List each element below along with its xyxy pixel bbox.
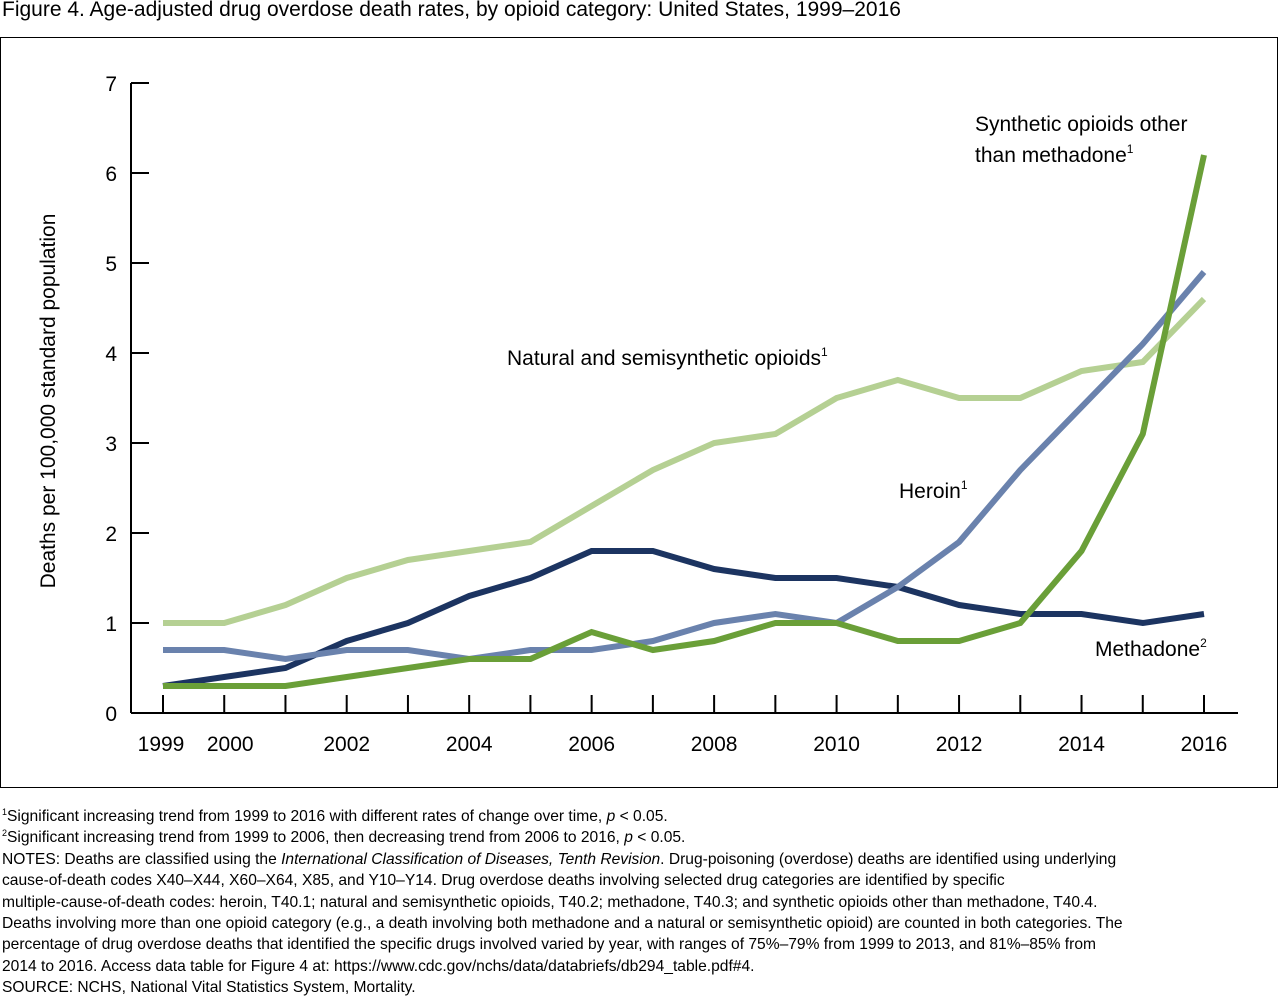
y-tick-label: 3 [105, 433, 117, 456]
y-axis-title: Deaths per 100,000 standard population [37, 214, 60, 589]
series-line-heroin [163, 270, 1207, 663]
y-tick-label: 0 [105, 703, 117, 726]
x-tick-label: 2008 [691, 733, 738, 756]
x-tick-label: 2006 [568, 733, 615, 756]
footnotes: 1Significant increasing trend from 1999 … [2, 806, 1123, 996]
y-tick-label: 6 [105, 163, 117, 186]
figure-title: Figure 4. Age-adjusted drug overdose dea… [2, 0, 901, 21]
chart-frame: 0 1 2 3 4 5 6 7 1999 2000 2002 2004 2006 2008 2010 2012… [0, 37, 1278, 788]
source-line: SOURCE: NCHS, National Vital Statistics … [2, 979, 416, 996]
series-label-natural: Natural and semisynthetic opioids1 [507, 345, 828, 370]
footnote-1: 1Significant increasing trend from 1999 … [2, 807, 668, 825]
x-tick-label: 2016 [1181, 733, 1228, 756]
footnote-2: 2Significant increasing trend from 1999 … [2, 828, 686, 847]
notes-line: NOTES: Deaths are classified using the I… [2, 850, 1117, 868]
x-tick-label: 1999 [138, 733, 185, 756]
series-line-methadone [162, 548, 1205, 689]
x-tick-label: 2004 [446, 733, 493, 756]
series-label-heroin: Heroin1 [899, 478, 968, 503]
notes-line: percentage of drug overdose deaths that … [2, 936, 1096, 954]
series-label-synthetic: than methadone1 [975, 142, 1134, 167]
notes-line[interactable]: 2014 to 2016. Access data table for Figu… [2, 957, 755, 975]
line-chart: 0 1 2 3 4 5 6 7 1999 2000 2002 2004 2006 2008 2010 2012… [37, 73, 1238, 756]
notes-line: cause-of-death codes X40–X44, X60–X64, X… [2, 872, 1005, 890]
x-tick-label: 2010 [813, 733, 860, 756]
series-label-synthetic: Synthetic opioids other [975, 113, 1187, 136]
y-tick-label: 5 [105, 253, 117, 276]
series-line-synthetic [163, 154, 1207, 689]
notes-line: Deaths involving more than one opioid ca… [2, 915, 1123, 933]
y-tick-label: 7 [105, 73, 117, 96]
x-tick-label: 2000 [207, 733, 254, 756]
x-tick-label: 2012 [936, 733, 983, 756]
x-tick-label: 2002 [323, 733, 370, 756]
series-line-natural [163, 296, 1207, 626]
x-tick-label: 2014 [1058, 733, 1105, 756]
y-tick-label: 4 [105, 343, 117, 366]
notes-line: multiple-cause-of-death codes: heroin, T… [2, 893, 1098, 911]
y-tick-label: 2 [105, 523, 117, 546]
series-label-methadone: Methadone2 [1095, 636, 1207, 661]
y-tick-label: 1 [105, 613, 117, 636]
